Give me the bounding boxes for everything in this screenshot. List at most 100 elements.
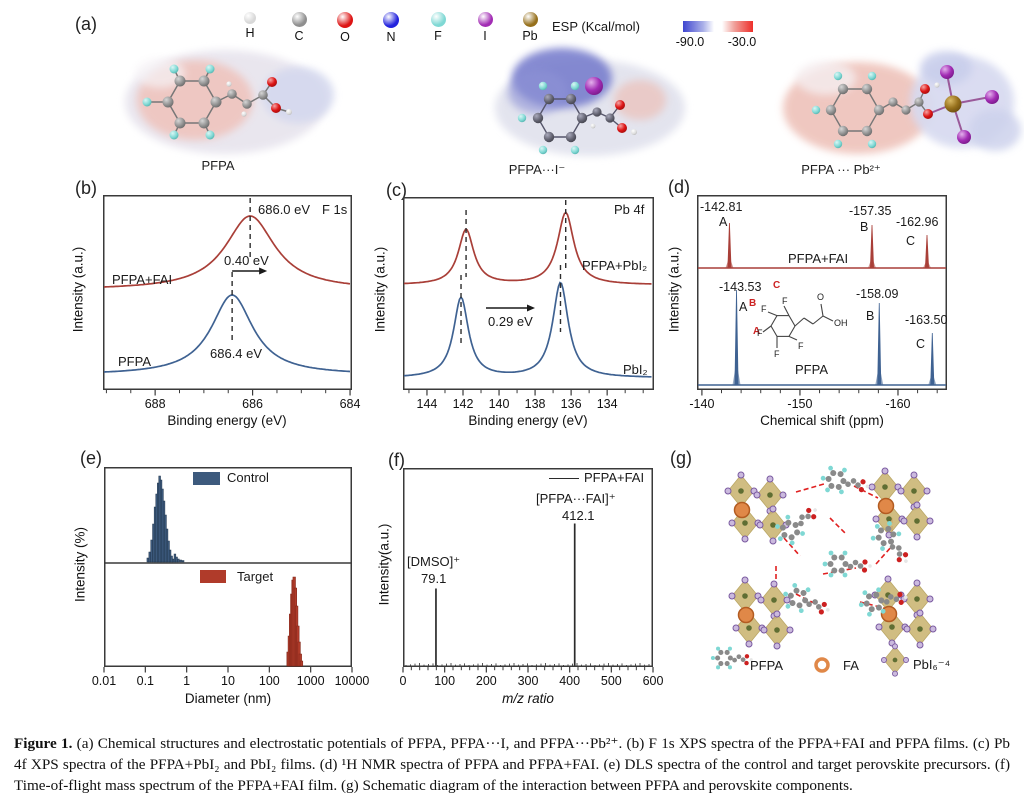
nmr-peak-value: -143.53 <box>719 280 762 294</box>
svg-text:B: B <box>749 298 756 309</box>
tick-label: -140 <box>689 397 715 411</box>
atom-symbol: C <box>294 29 304 43</box>
esp-max-label: -30.0 <box>727 35 757 49</box>
x-axis-title: Binding energy (eV) <box>167 413 287 428</box>
nmr-site-label: A <box>739 300 748 314</box>
y-axis-title: Intensity (a.u.) <box>70 246 86 333</box>
molecule-pfpa-iodide <box>495 48 685 156</box>
molecule-3-name: PFPA ··· Pb²⁺ <box>801 162 881 177</box>
series-label-pbi2: PbI₂ <box>623 362 648 377</box>
tick-label: 600 <box>642 674 664 688</box>
tick-label: 142 <box>452 397 474 411</box>
molecule-pfpa <box>125 50 334 154</box>
dls-plot <box>103 467 353 673</box>
target-swatch <box>200 570 226 583</box>
svg-text:F: F <box>761 304 767 314</box>
tick-label: 140 <box>488 397 510 411</box>
nmr-site-label: C <box>906 234 916 248</box>
svg-text:F: F <box>798 341 804 351</box>
legend-pfpa-fai: PFPA+FAI <box>584 470 645 485</box>
atom-legend-f: F <box>423 12 453 43</box>
atom-symbol: I <box>483 29 487 43</box>
shift-label: 0.29 eV <box>488 314 533 329</box>
tick-label: 10000 <box>334 674 370 688</box>
nmr-site-label: A <box>719 215 728 229</box>
shift-label: 0.40 eV <box>224 253 269 268</box>
tick-label: 134 <box>596 397 618 411</box>
ion-label: [PFPA···FAI]⁺ <box>536 491 616 506</box>
atom-legend-h: H <box>235 12 265 40</box>
tick-label: 684 <box>339 397 361 411</box>
nmr-peak-value: -158.09 <box>856 287 899 301</box>
mz-value: 412.1 <box>562 508 595 523</box>
tick-label: 100 <box>258 674 280 688</box>
panel-g-label: (g) <box>670 448 692 468</box>
panel-d-label: (d) <box>668 177 690 197</box>
panel-f-label: (f) <box>388 450 405 470</box>
atom-symbol: N <box>386 30 396 44</box>
svg-text:O: O <box>817 292 824 302</box>
atom-symbol: F <box>434 29 442 43</box>
atom-dot <box>430 12 446 27</box>
tick-label: 144 <box>416 397 438 411</box>
atom-legend: H C O N F I Pb <box>0 0 1024 60</box>
atom-dot <box>244 12 256 24</box>
esp-gradient-blue <box>683 21 714 32</box>
legend-target: Target <box>237 569 274 584</box>
panel-c-label: (c) <box>386 180 407 200</box>
molecule-1-name: PFPA <box>201 158 235 173</box>
panel-a-label: (a) <box>75 14 97 34</box>
x-axis-title: Diameter (nm) <box>184 691 272 706</box>
series-label-pfpa-pbi2: PFPA+PbI₂ <box>582 258 648 273</box>
tick-label: 136 <box>560 397 582 411</box>
esp-min-label: -90.0 <box>675 35 705 49</box>
region-label: F 1s <box>322 202 348 217</box>
tick-label: -150 <box>787 397 813 411</box>
x-axis-title: Chemical shift (ppm) <box>760 413 884 428</box>
legend-line <box>549 478 579 479</box>
y-axis-title: Intensity (%) <box>72 526 88 603</box>
nmr-site-label: B <box>860 220 869 234</box>
nmr-plot <box>697 195 947 396</box>
y-axis-title: Intensity(a.u.) <box>376 523 392 606</box>
spectrum-name-top: PFPA+FAI <box>788 251 849 266</box>
atom-legend-i: I <box>470 12 500 43</box>
svg-text:F: F <box>782 296 788 306</box>
atom-dot <box>477 12 493 27</box>
xps-f1s-plot <box>103 195 352 396</box>
nmr-peak-value: -163.50 <box>905 313 948 327</box>
atom-symbol: O <box>340 30 350 44</box>
atom-dot <box>383 12 399 28</box>
molecule-structures <box>125 48 1021 156</box>
molecule-pfpa-lead <box>783 51 1021 154</box>
nmr-peak-value: -162.96 <box>896 215 939 229</box>
atom-legend-o: O <box>330 12 360 44</box>
series-label-pfpa: PFPA <box>118 354 151 369</box>
nmr-peak-value: -157.35 <box>849 204 892 218</box>
tick-label: 1 <box>183 674 191 688</box>
figure-caption: Figure 1. (a) Chemical structures and el… <box>14 734 1010 796</box>
tick-label: 0.1 <box>136 674 155 688</box>
atom-legend-c: C <box>284 12 314 43</box>
x-axis-title: Binding energy (eV) <box>468 413 588 428</box>
tick-label: 300 <box>517 674 539 688</box>
region-label: Pb 4f <box>614 202 645 217</box>
x-axis-title: m/z ratio <box>502 691 554 706</box>
tick-label: 0.01 <box>91 674 117 688</box>
legend-control: Control <box>227 470 269 485</box>
svg-text:OH: OH <box>834 318 848 328</box>
nmr-site-label: C <box>916 337 926 351</box>
tick-label: -160 <box>885 397 911 411</box>
svg-text:F: F <box>757 328 763 338</box>
atom-symbol: Pb <box>522 29 538 43</box>
nmr-peak-value: -142.81 <box>700 200 743 214</box>
nmr-site-label: B <box>866 309 875 323</box>
atom-symbol: H <box>245 26 255 40</box>
atom-legend-pb: Pb <box>515 12 545 43</box>
panel-e-label: (e) <box>80 448 102 468</box>
perovskite-schematic <box>710 464 1018 677</box>
xps-pb4f-plot <box>403 197 654 396</box>
tick-label: 688 <box>144 397 166 411</box>
series-label-pfpa-fai: PFPA+FAI <box>112 272 173 287</box>
